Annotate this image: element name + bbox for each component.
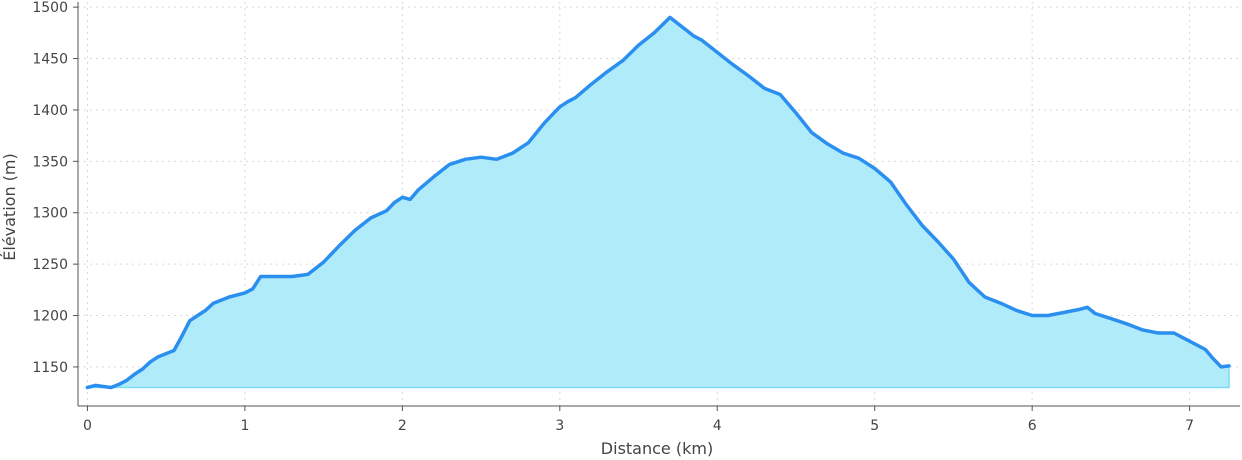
- y-tick-label: 1500: [32, 0, 68, 16]
- y-tick-label: 1200: [32, 309, 68, 325]
- x-tick-label: 6: [1028, 418, 1037, 434]
- x-tick-label: 0: [83, 418, 92, 434]
- x-tick-label: 7: [1185, 418, 1194, 434]
- x-tick-label: 3: [555, 418, 564, 434]
- x-tick-label: 4: [713, 418, 722, 434]
- y-tick-label: 1350: [32, 154, 68, 170]
- axes: [73, 2, 1240, 411]
- x-tick-label: 1: [240, 418, 249, 434]
- y-tick-label: 1150: [32, 360, 68, 376]
- x-tick-label: 2: [398, 418, 407, 434]
- x-tick-label: 5: [870, 418, 879, 434]
- y-axis-label: Élévation (m): [0, 153, 19, 260]
- line-layer: [85, 15, 1231, 390]
- y-tick-label: 1450: [32, 52, 68, 68]
- y-tick-label: 1400: [32, 103, 68, 119]
- tick-labels: 0 1 2 3 4 5 6 7 1150 1200 1250 1300 1350 1400 1450 1500: [32, 0, 1194, 434]
- area-layer: [87, 16, 1230, 389]
- y-tick-label: 1300: [32, 206, 68, 222]
- elevation-area: [87, 16, 1230, 389]
- y-tick-label: 1250: [32, 257, 68, 273]
- x-axis-label: Distance (km): [601, 439, 713, 458]
- elevation-line: [85, 15, 1231, 390]
